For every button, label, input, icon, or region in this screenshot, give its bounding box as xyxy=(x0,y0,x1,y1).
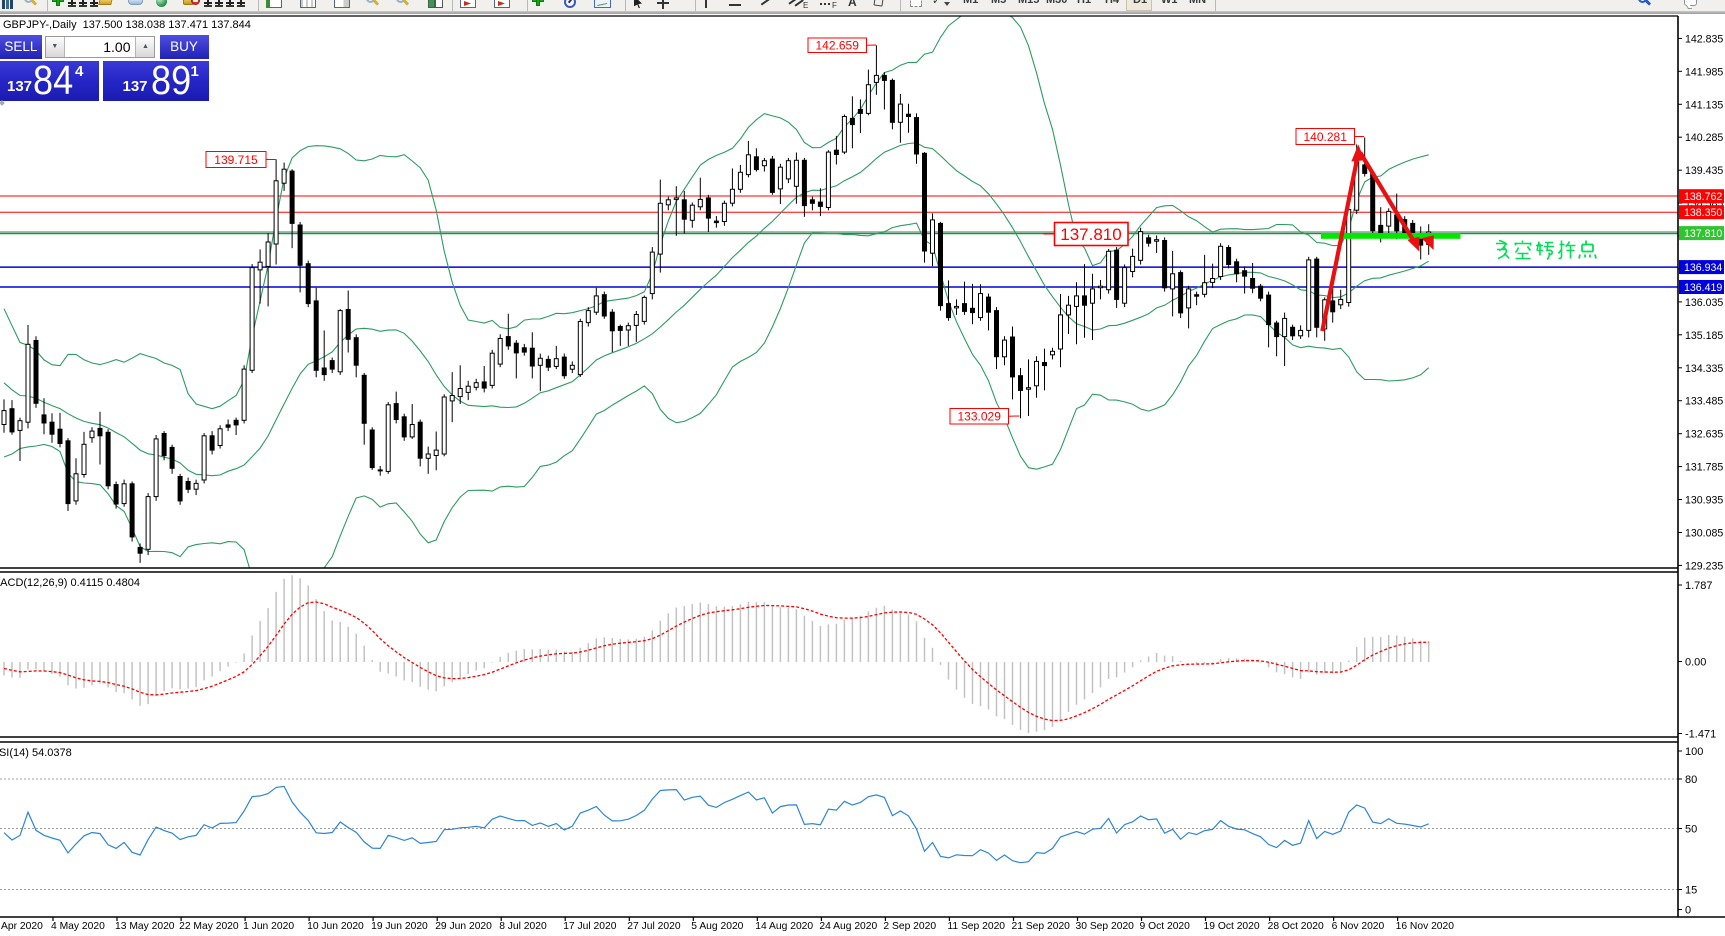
svg-text:Apr 2020: Apr 2020 xyxy=(1,921,43,932)
svg-text:142.659: 142.659 xyxy=(816,39,860,53)
svg-text:10 Jun 2020: 10 Jun 2020 xyxy=(307,921,364,932)
svg-text:142.835: 142.835 xyxy=(1685,33,1723,45)
svg-text:132.635: 132.635 xyxy=(1685,429,1723,441)
svg-text:5 Aug 2020: 5 Aug 2020 xyxy=(691,921,743,932)
svg-text:2 Sep 2020: 2 Sep 2020 xyxy=(883,921,936,932)
svg-text:11 Sep 2020: 11 Sep 2020 xyxy=(947,921,1005,932)
svg-text:139.715: 139.715 xyxy=(214,153,258,167)
svg-text:-1.471: -1.471 xyxy=(1685,729,1716,741)
svg-text:13 May 2020: 13 May 2020 xyxy=(115,921,175,932)
svg-text:28 Oct 2020: 28 Oct 2020 xyxy=(1268,921,1324,932)
svg-text:0.00: 0.00 xyxy=(1685,657,1706,669)
svg-text:19 Jun 2020: 19 Jun 2020 xyxy=(371,921,428,932)
svg-text:100: 100 xyxy=(1685,746,1703,758)
svg-text:17 Jul 2020: 17 Jul 2020 xyxy=(563,921,617,932)
svg-text:MACD(12,26,9) 0.4115 0.4804: MACD(12,26,9) 0.4115 0.4804 xyxy=(0,577,140,589)
svg-text:RSI(14) 54.0378: RSI(14) 54.0378 xyxy=(0,747,72,759)
svg-text:139.435: 139.435 xyxy=(1685,165,1723,177)
svg-text:21 Sep 2020: 21 Sep 2020 xyxy=(1012,921,1071,932)
svg-text:19 Oct 2020: 19 Oct 2020 xyxy=(1204,921,1260,932)
svg-text:27 Jul 2020: 27 Jul 2020 xyxy=(627,921,681,932)
svg-text:136.035: 136.035 xyxy=(1685,297,1723,309)
svg-text:140.285: 140.285 xyxy=(1685,132,1723,144)
svg-text:135.185: 135.185 xyxy=(1685,330,1723,342)
svg-text:16 Nov 2020: 16 Nov 2020 xyxy=(1396,921,1455,932)
svg-text:1 Jun 2020: 1 Jun 2020 xyxy=(243,921,294,932)
svg-text:141.985: 141.985 xyxy=(1685,66,1723,78)
svg-text:130.085: 130.085 xyxy=(1685,528,1723,540)
svg-text:133.029: 133.029 xyxy=(958,410,1002,424)
svg-text:4 May 2020: 4 May 2020 xyxy=(51,921,105,932)
svg-text:137.810: 137.810 xyxy=(1060,225,1121,244)
svg-text:136.934: 136.934 xyxy=(1684,262,1722,274)
svg-text:0: 0 xyxy=(1685,905,1691,917)
svg-text:140.281: 140.281 xyxy=(1304,130,1348,144)
svg-text:1.787: 1.787 xyxy=(1685,580,1713,592)
svg-text:137.810: 137.810 xyxy=(1684,228,1722,240)
svg-text:129.235: 129.235 xyxy=(1685,560,1723,572)
svg-text:130.935: 130.935 xyxy=(1685,495,1723,507)
svg-text:6 Nov 2020: 6 Nov 2020 xyxy=(1332,921,1385,932)
svg-text:15: 15 xyxy=(1685,885,1697,897)
svg-text:131.785: 131.785 xyxy=(1685,462,1723,474)
svg-text:22 May 2020: 22 May 2020 xyxy=(179,921,239,932)
svg-text:9 Oct 2020: 9 Oct 2020 xyxy=(1140,921,1191,932)
svg-text:141.135: 141.135 xyxy=(1685,99,1723,111)
svg-text:138.762: 138.762 xyxy=(1684,191,1722,203)
svg-text:29 Jun 2020: 29 Jun 2020 xyxy=(435,921,492,932)
svg-text:24 Aug 2020: 24 Aug 2020 xyxy=(819,921,877,932)
svg-text:80: 80 xyxy=(1685,774,1697,786)
svg-text:136.419: 136.419 xyxy=(1684,282,1722,294)
svg-text:133.485: 133.485 xyxy=(1685,396,1723,408)
svg-text:30 Sep 2020: 30 Sep 2020 xyxy=(1076,921,1135,932)
svg-text:50: 50 xyxy=(1685,824,1697,836)
svg-text:14 Aug 2020: 14 Aug 2020 xyxy=(755,921,813,932)
svg-text:138.350: 138.350 xyxy=(1684,207,1722,219)
svg-text:8 Jul 2020: 8 Jul 2020 xyxy=(499,921,547,932)
svg-text:134.335: 134.335 xyxy=(1685,363,1723,375)
